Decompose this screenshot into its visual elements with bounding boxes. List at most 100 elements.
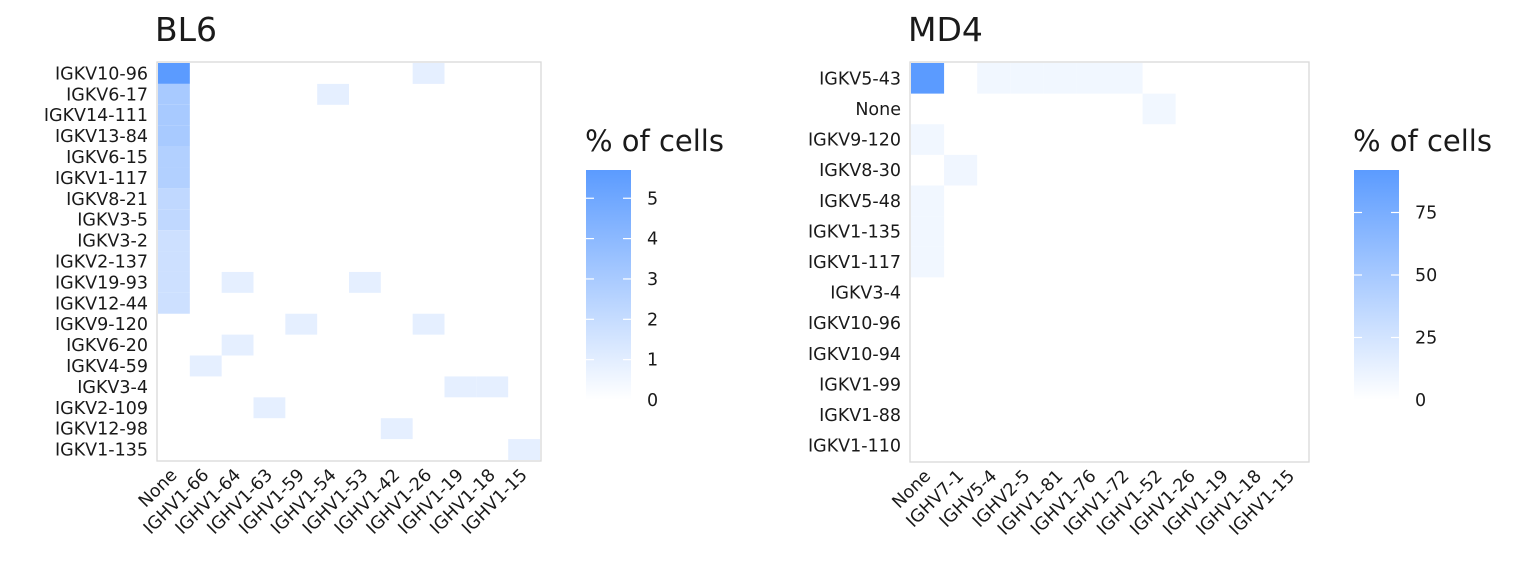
- legend-colorbar: [586, 170, 631, 400]
- heatmap-cell: [1142, 93, 1176, 125]
- color-legend: % of cells 0 25 50 75: [1353, 124, 1492, 411]
- legend-tick-label: 75: [1415, 204, 1437, 224]
- plot-border: [156, 61, 542, 462]
- heatmap-cell: [158, 209, 190, 231]
- heatmap-cell: [158, 230, 190, 252]
- heatmap-cell: [349, 271, 381, 293]
- y-tick-label: IGKV1-135: [808, 222, 901, 242]
- heatmap-cell: [911, 63, 945, 94]
- y-tick-label: None: [855, 100, 901, 120]
- legend-colorbar: [1354, 170, 1399, 400]
- legend-tick-label: 0: [647, 391, 658, 411]
- heatmap-cell: [444, 376, 477, 398]
- panel-title: BL6: [155, 10, 217, 49]
- y-tick-label: IGKV9-120: [808, 131, 901, 151]
- heatmap-cell: [158, 146, 190, 168]
- y-tick-label: IGKV10-96: [808, 314, 901, 334]
- y-tick-label: IGKV6-17: [66, 85, 148, 105]
- legend-tick-label: 0: [1415, 391, 1426, 411]
- y-tick-label: IGKV3-5: [77, 211, 148, 231]
- legend-tick-label: 1: [647, 351, 658, 371]
- legend-tick-label: 4: [647, 230, 658, 250]
- y-tick-label: IGKV6-15: [66, 148, 148, 168]
- heatmap-cell: [253, 397, 286, 419]
- y-tick-label: IGKV5-48: [819, 192, 901, 212]
- y-tick-label: IGKV12-98: [55, 420, 148, 440]
- heatmap-cell: [158, 63, 190, 84]
- y-axis-labels: IGKV5-43 None IGKV9-120 IGKV8-30 IGKV5-48 IGK…: [808, 69, 901, 456]
- heatmap-cells: [911, 63, 1176, 278]
- heatmap-cell: [1010, 63, 1044, 94]
- y-tick-label: IGKV8-21: [66, 190, 148, 210]
- heatmap-cell: [911, 216, 945, 247]
- heatmap-cell: [508, 439, 540, 460]
- y-axis-labels: IGKV10-96IGKV6-17IGKV14-111IGKV13-84IGKV…: [44, 64, 148, 460]
- y-tick-label: IGKV12-44: [55, 294, 148, 314]
- heatmap-cell: [911, 185, 945, 217]
- y-tick-label: IGKV6-20: [66, 336, 148, 356]
- y-tick-label: IGKV4-59: [66, 357, 148, 377]
- y-tick-label: IGKV2-109: [55, 399, 148, 419]
- y-tick-label: IGKV8-30: [819, 161, 901, 181]
- x-axis-labels: NoneIGHV1-66IGHV1-64IGHV1-63IGHV1-59IGHV…: [135, 465, 532, 538]
- y-tick-label: IGKV1-88: [819, 406, 901, 426]
- color-legend: % of cells 0 1 2 3 4 5: [585, 124, 724, 411]
- heatmap-cell: [189, 355, 222, 377]
- y-tick-label: IGKV10-96: [55, 64, 148, 84]
- y-tick-label: IGKV3-4: [77, 378, 148, 398]
- heatmap-cell: [380, 418, 413, 440]
- heatmap-cell: [977, 63, 1011, 94]
- y-tick-label: IGKV1-99: [819, 375, 901, 395]
- heatmap-cells: [158, 63, 540, 460]
- heatmap-cell: [158, 167, 190, 189]
- y-tick-label: IGKV10-94: [808, 345, 901, 365]
- y-tick-label: IGKV1-135: [55, 441, 148, 461]
- legend-tick-label: 3: [647, 270, 658, 290]
- heatmap-cell: [158, 271, 190, 293]
- heatmap-cell: [158, 83, 190, 105]
- heatmap-cell: [221, 271, 254, 293]
- legend-tick-label: 50: [1415, 266, 1437, 286]
- heatmap-cell: [317, 83, 349, 105]
- y-tick-label: IGKV9-120: [55, 315, 148, 335]
- heatmap-cell: [412, 63, 445, 84]
- y-tick-label: IGKV5-43: [819, 69, 901, 89]
- heatmap-cell: [476, 376, 509, 398]
- y-tick-label: IGKV14-111: [44, 106, 148, 126]
- heatmap-cell: [158, 104, 190, 126]
- y-tick-label: IGKV13-84: [55, 127, 148, 147]
- y-tick-label: IGKV1-117: [55, 169, 148, 189]
- x-axis-labels: NoneIGHV7-1IGHV5-4IGHV2-5IGHV1-81IGHV1-7…: [889, 466, 1299, 539]
- legend-ticks: 0 1 2 3 4 5: [586, 189, 658, 411]
- heatmap-cell: [911, 246, 945, 278]
- plot-border: [909, 61, 1310, 463]
- legend-title: % of cells: [585, 124, 724, 158]
- heatmap-cell: [158, 188, 190, 210]
- heatmap-cell: [944, 154, 978, 186]
- heatmap-cell: [285, 313, 318, 335]
- heatmap-cell: [158, 292, 190, 314]
- y-tick-label: IGKV3-4: [830, 284, 901, 304]
- heatmap-cell: [158, 251, 190, 272]
- heatmap-cell: [412, 313, 445, 335]
- heatmap-cell: [221, 334, 254, 356]
- legend-title: % of cells: [1353, 124, 1492, 158]
- heatmap-cell: [1043, 63, 1077, 94]
- heatmap-panel-md4: MD4 IGKV5-43NoneIGKV9-120IGKV8-30IGKV5-4…: [808, 10, 1492, 540]
- y-tick-label: IGKV1-117: [808, 253, 901, 273]
- y-tick-label: IGKV3-2: [77, 232, 148, 252]
- heatmap-panel-bl6: BL6 IGKV10-96IGKV6-17IGKV14-111IGKV13-84…: [44, 10, 724, 539]
- y-tick-label: IGKV2-137: [55, 253, 148, 273]
- heatmap-cell: [158, 125, 190, 147]
- y-tick-label: IGKV1-110: [808, 437, 901, 457]
- y-tick-label: IGKV19-93: [55, 273, 148, 293]
- legend-tick-label: 2: [647, 310, 658, 330]
- heatmap-cell: [911, 124, 945, 155]
- legend-ticks: 0 25 50 75: [1354, 204, 1437, 411]
- panel-title: MD4: [908, 10, 983, 49]
- legend-tick-label: 25: [1415, 329, 1437, 349]
- heatmap-cell: [1076, 63, 1110, 94]
- heatmap-cell: [1109, 63, 1143, 94]
- legend-tick-label: 5: [647, 189, 658, 209]
